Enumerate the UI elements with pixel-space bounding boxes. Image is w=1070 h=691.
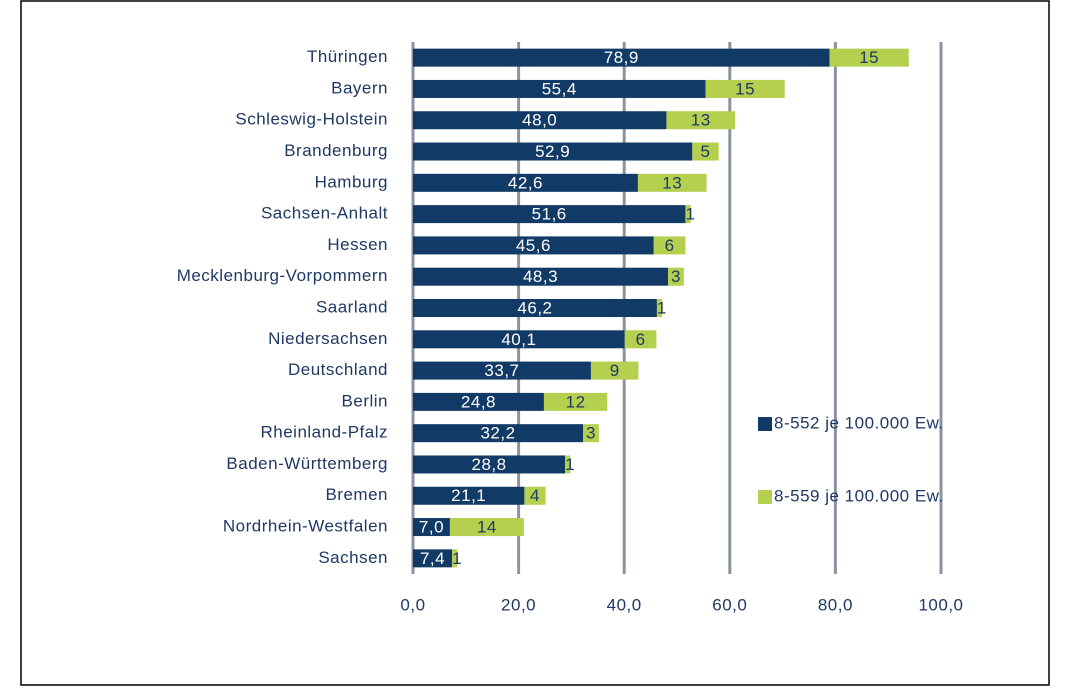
data-label: 55,4 xyxy=(542,79,577,98)
data-label: 6 xyxy=(665,236,675,255)
data-label: 15 xyxy=(735,79,755,98)
y-tick-label: Hessen xyxy=(327,235,388,254)
bar-segment xyxy=(413,361,591,380)
y-tick-label: Sachsen xyxy=(318,548,388,567)
bar-segment xyxy=(590,361,639,380)
data-label: 1 xyxy=(452,549,462,568)
data-label: 5 xyxy=(701,142,711,161)
data-label: 15 xyxy=(859,48,879,67)
data-label: 33,7 xyxy=(484,361,519,380)
bar-segment xyxy=(413,518,450,537)
data-label: 52,9 xyxy=(535,142,570,161)
bar-segment xyxy=(666,111,736,130)
data-label: 21,1 xyxy=(451,486,486,505)
bar-segment xyxy=(685,205,691,224)
y-tick-label: Saarland xyxy=(316,297,388,316)
bar-segment xyxy=(413,486,525,505)
x-tick-label: 40,0 xyxy=(607,595,642,614)
data-label: 1 xyxy=(685,205,695,224)
y-tick-label: Schleswig-Holstein xyxy=(235,110,388,129)
frame xyxy=(20,0,1050,686)
bar-segment xyxy=(637,173,707,192)
x-tick-label: 0,0 xyxy=(400,595,425,614)
data-label: 3 xyxy=(671,267,681,286)
bar-segment xyxy=(653,236,686,255)
bar-segment xyxy=(452,549,458,568)
y-tick-label: Sachsen-Anhalt xyxy=(261,204,388,223)
bar-segment xyxy=(413,111,667,130)
data-label: 1 xyxy=(657,298,667,317)
data-label: 9 xyxy=(610,361,620,380)
bar-segment xyxy=(692,142,719,161)
data-label: 48,3 xyxy=(523,267,558,286)
bar-segment xyxy=(413,236,654,255)
bar-segment xyxy=(413,424,584,443)
data-label: 3 xyxy=(586,424,596,443)
bar-segment xyxy=(656,299,663,317)
y-tick-label: Bayern xyxy=(331,78,388,97)
bar-segment xyxy=(413,549,453,568)
y-tick-label: Nordrhein-Westfalen xyxy=(223,517,388,536)
y-tick-label: Hamburg xyxy=(315,172,388,191)
bar-segment xyxy=(413,48,830,67)
x-tick-label: 60,0 xyxy=(712,595,747,614)
data-label: 28,8 xyxy=(471,455,506,474)
data-label: 7,4 xyxy=(420,549,445,568)
legend-label: 8-552 je 100.000 Ew. xyxy=(774,413,944,432)
data-label: 48,0 xyxy=(522,111,557,130)
legend-label: 8-559 je 100.000 Ew. xyxy=(774,486,944,505)
data-label: 7,0 xyxy=(419,518,444,537)
bar-segment xyxy=(413,79,706,98)
legend-swatch xyxy=(758,417,772,431)
y-tick-label: Baden-Württemberg xyxy=(226,454,388,473)
y-tick-label: Brandenburg xyxy=(284,141,388,160)
data-label: 4 xyxy=(530,486,540,505)
bar-segment xyxy=(413,455,566,474)
y-tick-label: Rheinland-Pfalz xyxy=(260,423,388,442)
bar-segment xyxy=(413,173,638,192)
bar-segment xyxy=(565,455,571,474)
bar-segment xyxy=(413,299,657,317)
bar-segment xyxy=(449,518,524,537)
data-label: 45,6 xyxy=(516,236,551,255)
data-label: 13 xyxy=(662,173,682,192)
y-tick-label: Berlin xyxy=(342,391,388,410)
bar-segment xyxy=(829,48,909,67)
x-tick-label: 80,0 xyxy=(818,595,853,614)
x-tick-label: 20,0 xyxy=(501,595,536,614)
y-tick-label: Mecklenburg-Vorpommern xyxy=(177,266,388,285)
bar-segment xyxy=(413,392,544,411)
x-tick-label: 100,0 xyxy=(918,595,963,614)
bar-segment xyxy=(413,142,693,161)
bar-segment xyxy=(705,79,785,98)
y-tick-label: Deutschland xyxy=(288,360,388,379)
bar-segment xyxy=(668,267,684,286)
bar-segment xyxy=(413,330,625,349)
data-label: 40,1 xyxy=(501,330,536,349)
y-tick-label: Bremen xyxy=(325,485,388,504)
bar-segment xyxy=(583,424,599,443)
data-label: 42,6 xyxy=(508,173,543,192)
data-label: 46,2 xyxy=(517,298,552,317)
data-label: 32,2 xyxy=(480,424,515,443)
data-label: 13 xyxy=(691,111,711,130)
y-tick-label: Thüringen xyxy=(307,47,388,66)
bar-segment xyxy=(543,392,608,411)
data-label: 78,9 xyxy=(604,48,639,67)
bar-segment xyxy=(624,330,657,349)
y-tick-label: Niedersachsen xyxy=(268,329,388,348)
data-label: 51,6 xyxy=(532,205,567,224)
bar-segment xyxy=(413,205,686,224)
legend-swatch xyxy=(758,490,772,504)
data-label: 14 xyxy=(477,518,497,537)
data-label: 6 xyxy=(636,330,646,349)
data-label: 12 xyxy=(566,392,586,411)
data-label: 1 xyxy=(565,455,575,474)
bar-segment xyxy=(413,267,669,286)
bar-segment xyxy=(524,486,546,505)
data-label: 24,8 xyxy=(461,392,496,411)
